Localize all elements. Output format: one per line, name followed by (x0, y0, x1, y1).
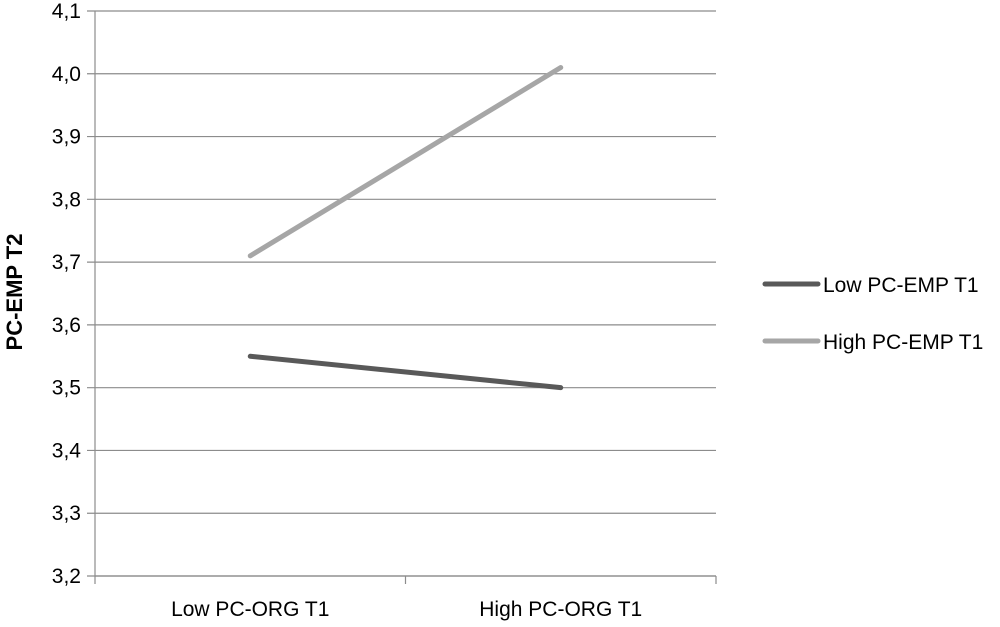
axes (94, 11, 716, 577)
series-lines (247, 65, 564, 391)
y-tick-labels: 3,2 3,3 3,4 3,5 3,6 3,7 3,8 3,9 4,0 4,1 (52, 0, 82, 588)
series-line-2 (247, 65, 564, 259)
x-tick-label: Low PC-ORG T1 (171, 598, 329, 621)
y-tick-label: 4,1 (52, 0, 81, 23)
gridlines (87, 10, 716, 577)
y-tick-label: 3,9 (52, 126, 81, 149)
y-tick-label: 3,8 (52, 188, 81, 211)
legend-label: Low PC-EMP T1 (823, 274, 979, 297)
x-tick-labels: Low PC-ORG T1 High PC-ORG T1 (94, 576, 717, 621)
y-tick-label: 3,2 (52, 565, 81, 588)
y-tick-label: 3,5 (52, 377, 81, 400)
y-axis-title: PC-EMP T2 (2, 234, 27, 351)
y-tick-label: 3,4 (52, 439, 82, 462)
legend: Low PC-EMP T1 High PC-EMP T1 (762, 274, 983, 354)
legend-label: High PC-EMP T1 (823, 331, 983, 354)
y-tick-label: 4,0 (52, 63, 81, 86)
y-tick-label: 3,7 (52, 251, 81, 274)
y-tick-label: 3,6 (52, 314, 81, 337)
y-tick-label: 3,3 (52, 502, 81, 525)
x-tick-label: High PC-ORG T1 (479, 598, 642, 621)
series-line-1 (247, 353, 564, 391)
